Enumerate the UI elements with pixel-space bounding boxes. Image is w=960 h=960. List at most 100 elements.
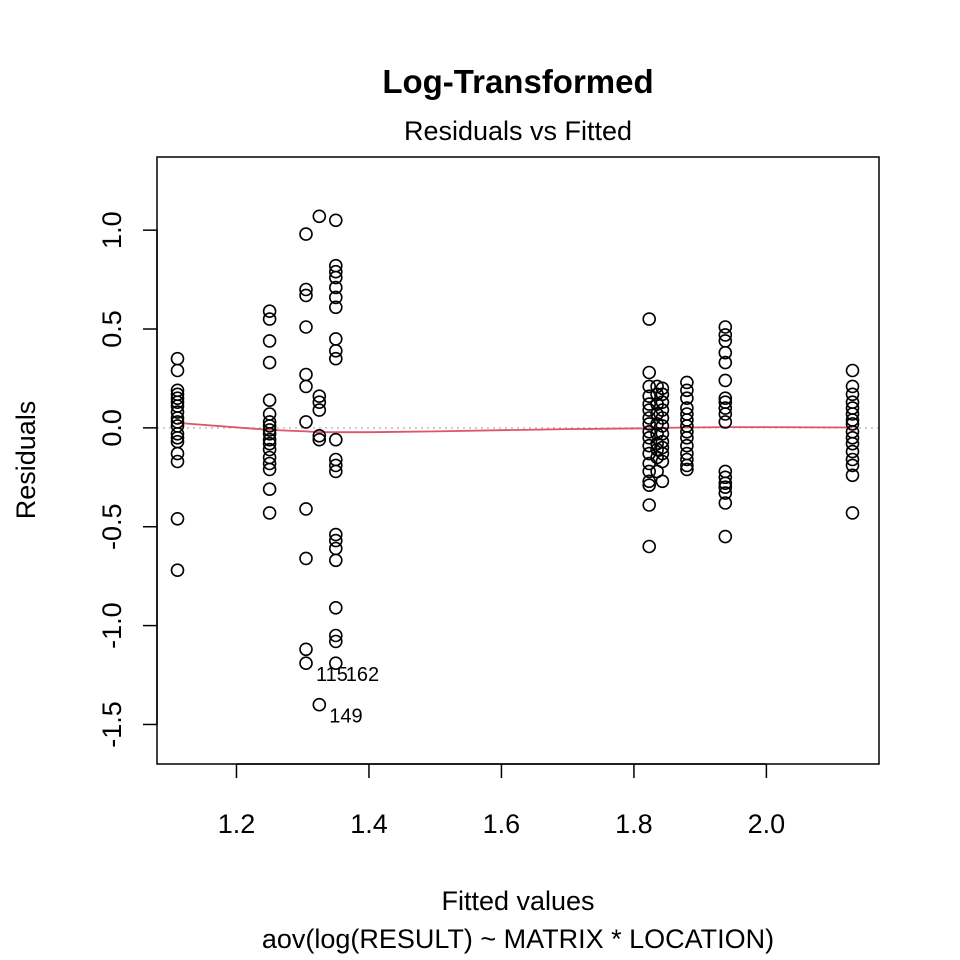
data-point [718, 486, 733, 500]
data-point [262, 432, 277, 447]
data-point [328, 270, 343, 285]
data-point [655, 446, 670, 461]
data-point [328, 332, 343, 346]
data-point [328, 634, 343, 649]
data-point [642, 365, 657, 380]
data-point [299, 415, 313, 429]
data-point [262, 334, 277, 348]
x-tick-label: 2.0 [748, 809, 786, 839]
data-point [262, 419, 277, 433]
data-point [655, 411, 670, 425]
data-point [299, 282, 313, 297]
data-point [312, 432, 327, 447]
data-point [845, 379, 860, 394]
data-point [655, 440, 670, 455]
data-point [262, 462, 277, 477]
data-point [299, 656, 313, 671]
residual-points-layer [170, 209, 860, 712]
data-point [680, 438, 694, 453]
data-point [642, 539, 657, 554]
data-point [328, 213, 343, 228]
data-point [718, 391, 733, 406]
point-label: 115 [316, 664, 348, 686]
data-point [328, 628, 343, 643]
data-point [845, 363, 860, 378]
data-point [262, 312, 277, 326]
data-point [718, 355, 733, 370]
data-point [655, 381, 670, 396]
x-axis-title: Fitted values [441, 886, 594, 916]
data-point [642, 438, 657, 453]
data-point [680, 375, 694, 390]
data-point [845, 444, 860, 459]
y-tick-label: 0.5 [97, 310, 127, 348]
data-point [642, 379, 657, 394]
data-point [718, 529, 733, 544]
data-point [170, 411, 185, 425]
data-point [642, 424, 657, 439]
x-tick-label: 1.8 [615, 809, 653, 839]
data-point [328, 432, 343, 447]
data-point [845, 430, 860, 445]
data-point [170, 430, 185, 445]
x-tick-label: 1.4 [350, 809, 388, 839]
data-point [718, 373, 733, 388]
data-point [718, 328, 733, 342]
data-point [718, 476, 733, 491]
data-point [262, 442, 277, 457]
data-point [299, 502, 313, 516]
data-point [845, 452, 860, 467]
y-tick-label: 0.0 [97, 409, 127, 447]
data-point [328, 280, 343, 295]
x-tick-label: 1.2 [218, 809, 256, 839]
data-point [718, 345, 733, 360]
y-tick-label: -1.5 [97, 701, 127, 748]
data-point [328, 533, 343, 548]
data-point [170, 426, 185, 441]
data-point [299, 288, 313, 303]
data-point [718, 320, 733, 334]
data-point [312, 389, 327, 404]
data-point [718, 496, 733, 510]
data-point [328, 541, 343, 556]
smooth-curve-layer [177, 422, 853, 434]
data-point [680, 462, 694, 477]
data-point [642, 478, 657, 493]
y-axis-title: Residuals [11, 401, 41, 520]
data-point [170, 446, 185, 461]
data-point [328, 343, 343, 358]
data-point [655, 454, 670, 469]
data-point [299, 320, 313, 334]
data-point [328, 290, 343, 305]
point-label: 162 [346, 664, 379, 686]
data-point [680, 391, 694, 406]
data-point [680, 430, 694, 445]
data-point [655, 403, 670, 417]
data-point [845, 436, 860, 451]
y-tick-label: -1.0 [97, 602, 127, 649]
data-point [680, 424, 694, 439]
data-point [312, 428, 327, 443]
data-point [718, 401, 733, 415]
data-point [328, 656, 343, 671]
data-point [655, 387, 670, 402]
chart-subtitle: Residuals vs Fitted [404, 116, 632, 146]
data-point [642, 464, 657, 479]
data-point [328, 600, 343, 615]
data-point [642, 446, 657, 461]
data-point [170, 351, 185, 366]
y-tick-label: -0.5 [97, 503, 127, 550]
data-point [718, 415, 733, 429]
data-point [680, 452, 694, 467]
data-point [642, 389, 657, 404]
chart-caption: aov(log(RESULT) ~ MATRIX * LOCATION) [262, 924, 774, 954]
data-point [262, 426, 277, 441]
x-tick-label: 1.6 [483, 809, 521, 839]
data-point [299, 642, 313, 657]
data-point [328, 527, 343, 542]
y-axis: -1.5 -1.0 -0.5 0.0 0.5 1.0 [97, 211, 158, 748]
data-point [845, 506, 860, 520]
data-point [655, 474, 670, 489]
data-point [845, 458, 860, 473]
data-point [262, 482, 277, 497]
